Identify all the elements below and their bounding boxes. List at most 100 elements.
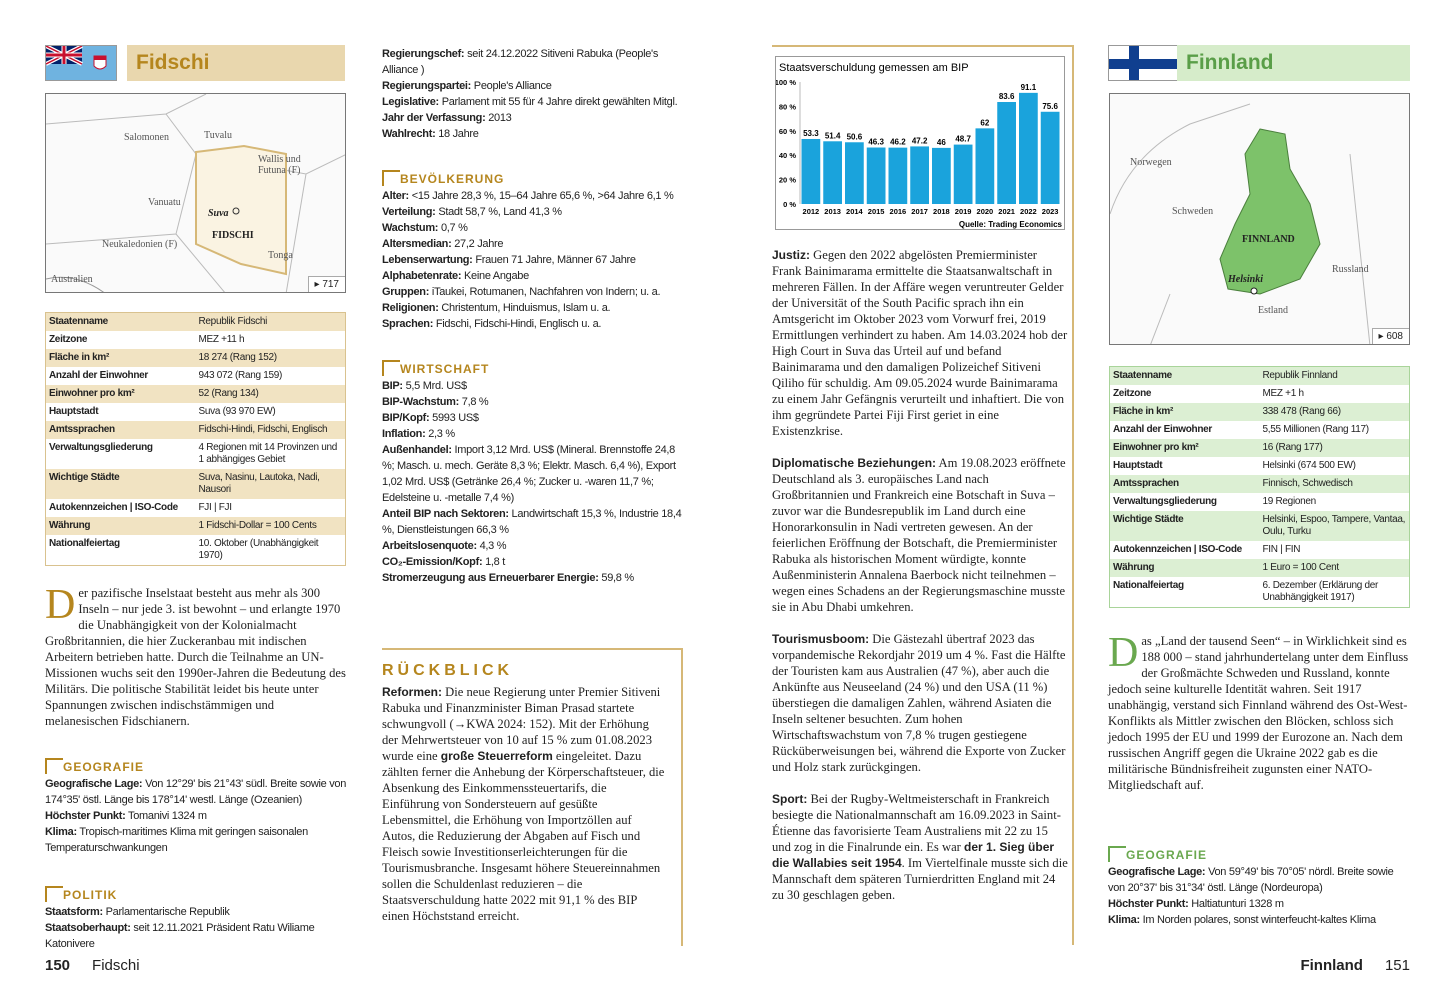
x-tick-label: 2023 [1042,207,1059,216]
fact-value: 5,55 Millionen (Rang 117) [1262,424,1370,435]
fact-line: Religionen: Christentum, Hinduismus, Isl… [382,300,682,316]
map-page-reference[interactable]: ▸ 717 [307,276,345,292]
fact-label: BIP/Kopf: [382,412,430,424]
data-label: 47.2 [912,136,928,145]
table-row: Einwohner pro km² 52 (Rang 134) [45,385,346,403]
fact-label: Verwaltungsgliederung [1113,496,1217,507]
y-tick-label: 100 % [776,78,796,87]
x-tick-label: 2019 [955,207,972,216]
column-frame [772,45,1074,945]
fact-label: Autokennzeichen | ISO-Code [49,502,178,513]
chart-source: Quelle: Trading Economics [959,220,1063,229]
fact-label: Lebenserwartung: [382,254,473,266]
fact-label: Zeitzone [49,334,88,345]
fact-line: Geografische Lage: Von 59°49' bis 70°05'… [1108,864,1410,896]
fiji-politik-part2: Regierungschef: seit 24.12.2022 Sitiveni… [382,46,682,586]
fact-value: Von 59°49' bis 70°05' nördl. Breite sowi… [1108,866,1394,894]
data-label: 46.3 [868,138,884,147]
fact-value: Import 3,12 Mrd. US$ (Mineral. Brennstof… [382,444,676,504]
fact-line: Jahr der Verfassung: 2013 [382,110,682,126]
fact-value: 1,8 t [485,556,505,568]
fact-line: Sprachen: Fidschi, Fidschi-Hindi, Englis… [382,316,682,332]
running-head: Finnland [1300,957,1363,974]
fact-value: seit 12.11.2021 Präsident Ratu Wiliame K… [45,922,315,950]
fact-line: Wachstum: 0,7 % [382,220,682,236]
map-label-capital: Suva [208,208,229,219]
debt-chart: Staatsverschuldung gemessen am BIP 0 % 20 … [775,56,1065,230]
fact-value: 7,8 % [461,396,489,408]
table-row: Nationalfeiertag 10. Oktober (Unabhängigk… [46,535,346,566]
map-label: Tuvalu [204,130,232,141]
map-label: Neukaledonien (F) [102,239,178,250]
table-row: Hauptstadt Suva (93 970 EW) [46,403,346,421]
map-label: Estland [1258,305,1288,316]
table-row: Fläche in km² 338 478 (Rang 66) [1109,403,1410,421]
rueckblick-text: Reformen: Die neue Regierung unter Premi… [382,684,667,924]
fact-value: Helsinki (674 500 EW) [1262,460,1356,471]
fact-label: Wachstum: [382,222,439,234]
article-diplomatie: Diplomatische Beziehungen: Am 19.08.2023… [772,455,1068,615]
fact-label: Verwaltungsgliederung [49,442,153,453]
y-tick-label: 0 % [783,200,796,209]
fact-value: 16 (Rang 177) [1262,442,1323,453]
fact-line: Anteil BIP nach Sektoren: Landwirtschaft… [382,506,682,538]
text: eingeleitet. Dazu zählten ferner die Anh… [382,749,665,923]
fact-line: Staatsform: Parlamentarische Republik [45,904,347,920]
map-page-reference[interactable]: ▸ 608 [1371,328,1409,344]
fact-line: Alter: <15 Jahre 28,3 %, 15–64 Jahre 65,… [382,188,682,204]
fact-label: Regierungspartei: [382,80,472,92]
fact-label: Wahlrecht: [382,128,436,140]
page-number: 151 [1384,957,1410,974]
fact-line: BIP-Wachstum: 7,8 % [382,394,682,410]
data-label: 46.2 [890,138,906,147]
fact-value: Tropisch-maritimes Klima mit geringen sa… [45,826,308,854]
table-row: Anzahl der Einwohner 943 072 (Rang 159) [46,367,346,385]
map-label: Salomonen [124,132,169,143]
x-tick-label: 2016 [890,207,907,216]
data-label: 50.6 [847,132,863,141]
fact-value: 52 (Rang 134) [198,388,259,399]
fact-label: CO₂-Emission/Kopf: [382,556,483,568]
fact-value: <15 Jahre 28,3 %, 15–64 Jahre 65,6 %, >6… [411,190,674,202]
data-label: 46 [937,138,946,147]
x-tick-label: 2014 [846,207,864,216]
text: Die Gästezahl übertraf 2023 das vorpande… [772,632,1066,774]
fact-value: Tomanivi 1324 m [128,810,207,822]
map-label: Norwegen [1130,157,1172,168]
fact-label: Klima: [45,826,77,838]
fiji-geografie: GEOGRAFIE Geografische Lage: Von 12°29' … [45,756,347,856]
fact-value: 338 478 (Rang 66) [1262,406,1342,417]
page-footer-right: Finnland 151 [1300,957,1410,974]
fact-line: CO₂-Emission/Kopf: 1,8 t [382,554,682,570]
fact-label: Staatenname [1113,370,1172,381]
fact-line: Geografische Lage: Von 12°29' bis 21°43'… [45,776,347,808]
data-label: 83.6 [999,92,1015,101]
table-row: Währung 1 Fidschi-Dollar = 100 Cents [45,517,346,535]
data-label: 53.3 [803,129,819,138]
fact-value: MEZ +1 h [1262,388,1305,399]
bar-2012 [801,138,821,204]
x-tick-label: 2015 [868,207,885,216]
map-label: Australien [51,274,93,285]
table-row: Einwohner pro km² 16 (Rang 177) [1109,439,1410,457]
lead: Sport: [772,792,808,806]
fact-value: Von 12°29' bis 21°43' südl. Breite sowie… [45,778,347,806]
fact-label: Autokennzeichen | ISO-Code [1113,544,1242,555]
fiji-flag [45,45,117,81]
fact-label: Wichtige Städte [49,472,120,483]
fact-label: Jahr der Verfassung: [382,112,486,124]
fact-value: 4 Regionen mit 14 Provinzen und 1 abhäng… [198,442,338,465]
fact-line: Lebenserwartung: Frauen 71 Jahre, Männer… [382,252,682,268]
fact-value: Im Norden polares, sonst winterfeucht-ka… [1142,914,1377,926]
data-label: 51.4 [825,131,841,140]
page-number: 150 [45,957,71,974]
fiji-facts-table: Staatenname Republik Fidschi Zeitzone MEZ +… [45,312,346,566]
fact-value: Suva (93 970 EW) [198,406,276,417]
fact-label: BIP-Wachstum: [382,396,459,408]
bar-2017 [910,146,929,204]
fact-label: Altersmedian: [382,238,452,250]
fact-label: Legislative: [382,96,439,108]
data-label: 62 [980,118,989,127]
finland-geografie: GEOGRAFIE Geografische Lage: Von 59°49' … [1108,844,1410,928]
country-title-fiji: Fidschi [127,45,345,81]
